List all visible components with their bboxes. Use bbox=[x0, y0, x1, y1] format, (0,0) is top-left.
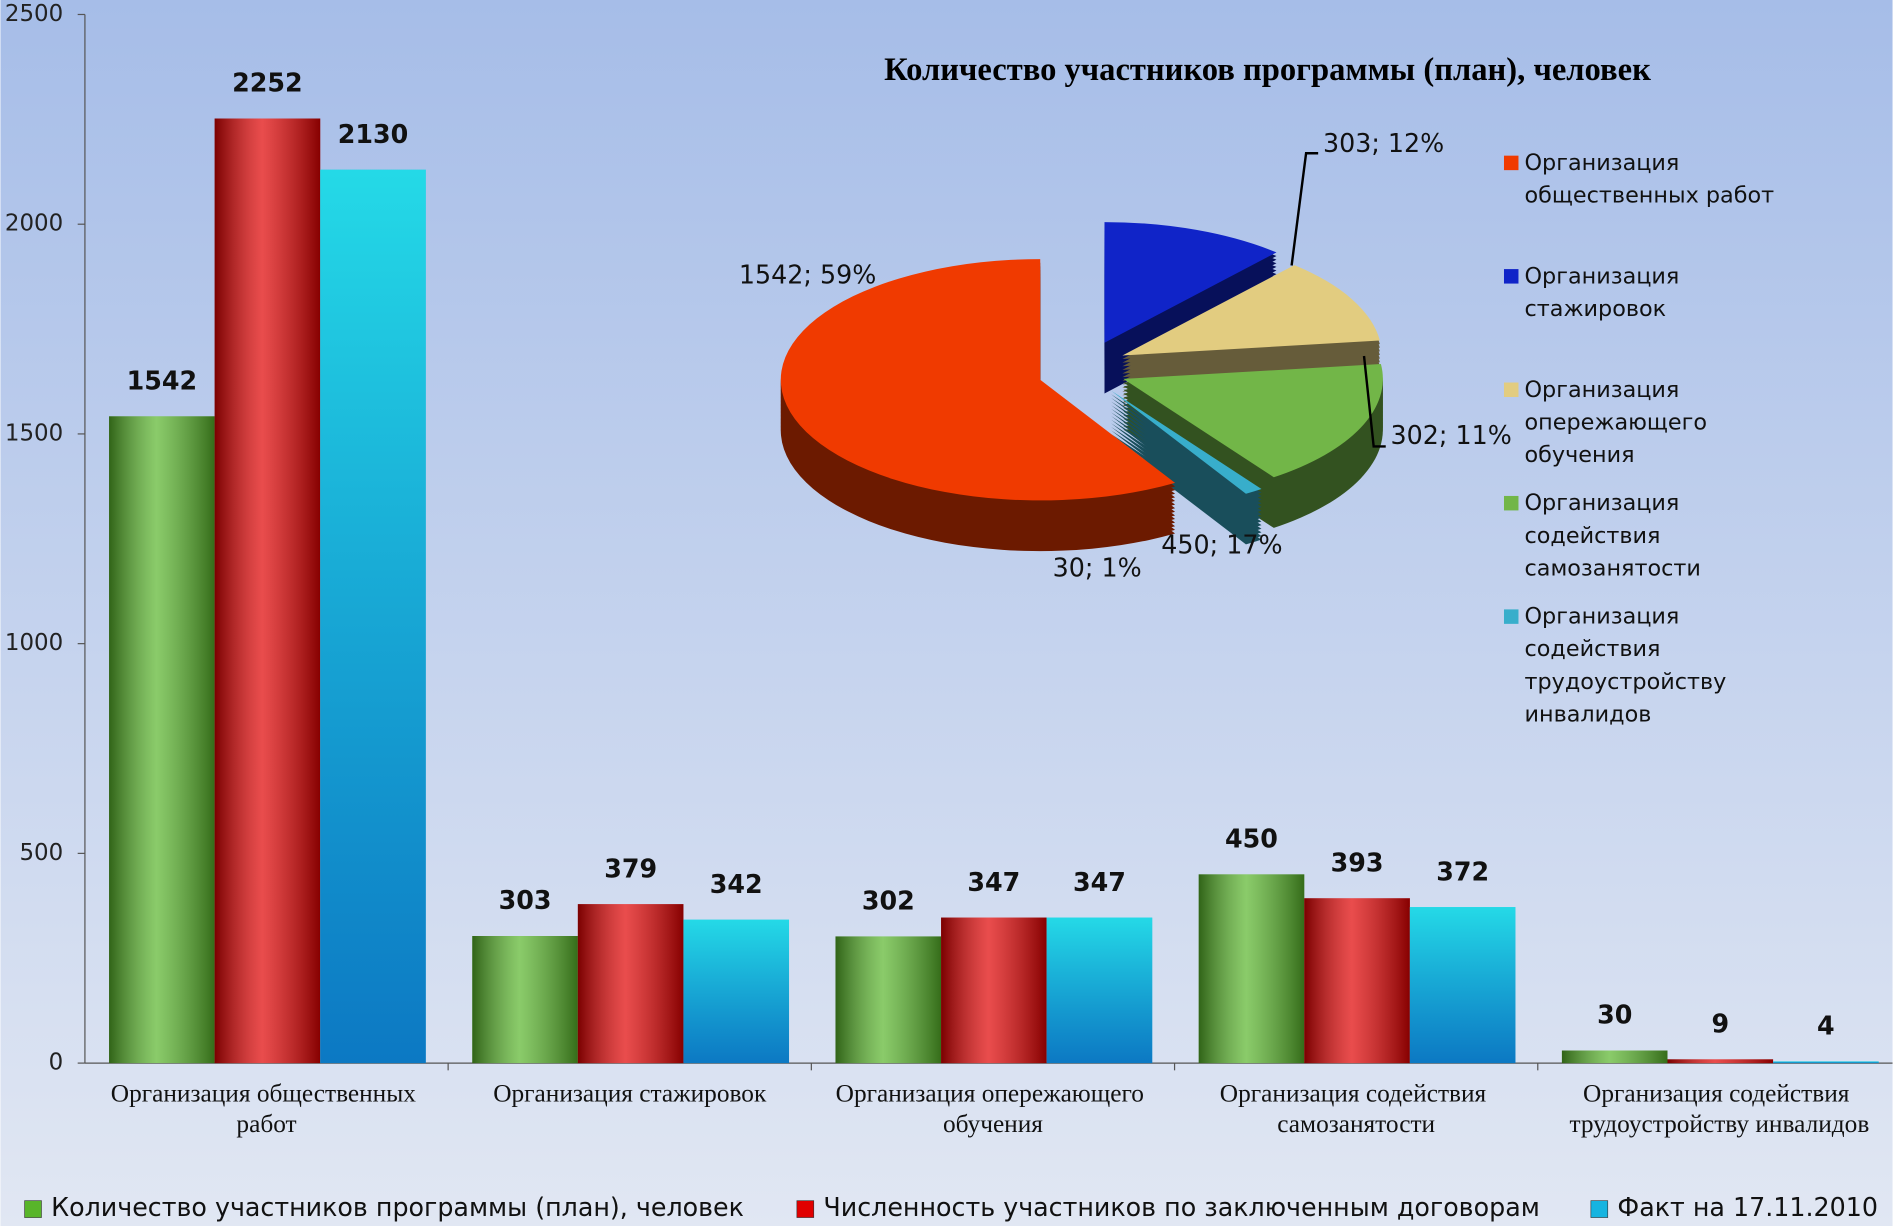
bar-shade bbox=[1561, 1050, 1668, 1064]
data-label: 4 bbox=[1817, 1011, 1835, 1041]
y-tick-label: 0 bbox=[49, 1050, 64, 1076]
legend-swatch bbox=[1503, 269, 1519, 284]
pie-slice bbox=[1123, 364, 1383, 478]
leader-line bbox=[1290, 152, 1319, 266]
pie-data-label: 303; 12% bbox=[1323, 128, 1444, 158]
data-label: 2130 bbox=[338, 119, 409, 149]
x-tick-label: Организация общественных работ bbox=[111, 1079, 422, 1137]
bar-shade bbox=[835, 936, 942, 1064]
data-label: 393 bbox=[1331, 847, 1384, 877]
pie-title: Количество участников программы (план), … bbox=[884, 52, 1651, 88]
bar-shade bbox=[1304, 898, 1410, 1064]
legend-swatch bbox=[1503, 382, 1519, 398]
y-tick-label: 1500 bbox=[5, 420, 63, 446]
data-label: 347 bbox=[967, 867, 1020, 897]
pie-slice bbox=[1111, 390, 1262, 494]
legend-swatch bbox=[796, 1200, 815, 1218]
x-tick-label: Организация содействия самозанятости bbox=[1220, 1079, 1493, 1137]
y-tick-label: 500 bbox=[19, 840, 63, 866]
data-label: 30 bbox=[1597, 1000, 1632, 1030]
x-tick-label: Организация стажировок bbox=[493, 1079, 767, 1107]
pie-slice bbox=[1104, 222, 1277, 343]
bar-shade bbox=[109, 416, 215, 1064]
legend-label: Организация содействия трудоустройству и… bbox=[1525, 603, 1734, 727]
pie-data-label: 1542; 59% bbox=[739, 259, 876, 289]
bar-shade bbox=[1409, 907, 1516, 1064]
bar-shade bbox=[1198, 874, 1305, 1064]
bar-shade bbox=[472, 936, 578, 1064]
legend-label: Численность участников по заключенным до… bbox=[823, 1192, 1539, 1222]
bar-shade bbox=[941, 917, 1047, 1064]
data-label: 450 bbox=[1225, 824, 1278, 854]
pie-data-label: 450; 17% bbox=[1161, 530, 1282, 560]
x-tick-label: Организация опережающего обучения bbox=[836, 1079, 1151, 1137]
pie-slice bbox=[780, 259, 1176, 501]
legend-swatch bbox=[1503, 495, 1519, 511]
data-label: 1542 bbox=[127, 366, 198, 396]
bar-shade bbox=[577, 904, 684, 1064]
pie-slice bbox=[1122, 265, 1380, 356]
bar-shade bbox=[1046, 917, 1153, 1064]
leader-line bbox=[1362, 355, 1386, 448]
legend-label: Организация содействия самозанятости bbox=[1525, 490, 1701, 581]
bar-shade bbox=[320, 169, 426, 1064]
legend-swatch bbox=[1503, 609, 1519, 624]
data-label: 379 bbox=[604, 853, 657, 883]
legend-label: Организация опережающего обучения bbox=[1525, 376, 1715, 467]
y-tick-label: 1000 bbox=[5, 630, 63, 656]
legend-label: Факт на 17.11.2010 bbox=[1617, 1192, 1878, 1222]
legend-label: Организация стажировок bbox=[1525, 263, 1687, 322]
legend-swatch bbox=[1503, 155, 1519, 171]
data-label: 2252 bbox=[232, 68, 303, 98]
pie-data-label: 302; 11% bbox=[1391, 420, 1512, 450]
data-label: 302 bbox=[862, 886, 915, 916]
legend-swatch bbox=[24, 1200, 42, 1218]
legend-label: Организация общественных работ bbox=[1525, 149, 1775, 208]
bar-shade bbox=[683, 919, 790, 1064]
data-label: 372 bbox=[1436, 856, 1489, 886]
legend-swatch bbox=[1590, 1200, 1609, 1218]
bar-shade bbox=[214, 118, 321, 1064]
x-tick-label: Организация содействия трудоустройству и… bbox=[1569, 1079, 1869, 1137]
y-tick-label: 2500 bbox=[5, 1, 63, 27]
data-label: 303 bbox=[499, 885, 552, 915]
bar-shade bbox=[1773, 1061, 1879, 1064]
legend-label: Количество участников программы (план), … bbox=[51, 1192, 744, 1222]
pie-data-label: 30; 1% bbox=[1053, 553, 1142, 583]
data-label: 347 bbox=[1073, 867, 1126, 897]
data-label: 342 bbox=[710, 869, 763, 899]
data-label: 9 bbox=[1711, 1009, 1729, 1039]
bar-shade bbox=[1667, 1059, 1774, 1064]
y-tick-label: 2000 bbox=[5, 211, 63, 237]
